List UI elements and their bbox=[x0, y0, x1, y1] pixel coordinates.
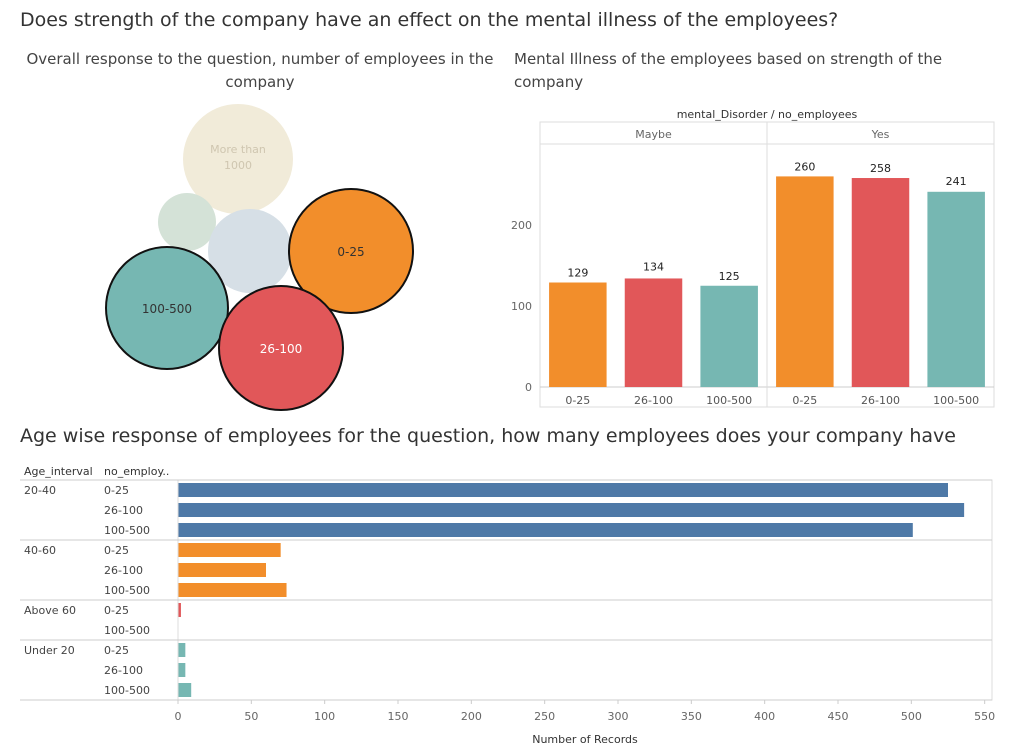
bubble-unlabeled-2[interactable] bbox=[208, 209, 292, 293]
bar-value-label: 129 bbox=[567, 267, 588, 280]
y-tick-label: 100 bbox=[511, 300, 532, 313]
age-group-label[interactable]: 40-60 bbox=[24, 544, 56, 557]
x-tick-label: 100-500 bbox=[933, 394, 979, 407]
bubble-chart-title: Overall response to the question, number… bbox=[20, 48, 500, 94]
x-tick-label: 400 bbox=[754, 710, 775, 723]
x-tick-label: 450 bbox=[828, 710, 849, 723]
bar-yes-26-100[interactable] bbox=[851, 178, 910, 387]
size-row-label: 26-100 bbox=[104, 564, 143, 577]
bar-chart-title: Mental Illness of the employees based on… bbox=[514, 48, 1014, 94]
bubble-label: 26-100 bbox=[260, 342, 303, 356]
bar-yes-100-500[interactable] bbox=[927, 191, 985, 387]
hbar-above-60-0-25[interactable] bbox=[178, 603, 181, 617]
age-group-label[interactable]: 20-40 bbox=[24, 484, 56, 497]
size-row-label: 100-500 bbox=[104, 584, 150, 597]
bubble-label-line2: 1000 bbox=[224, 159, 252, 172]
hbar-40-60-26-100[interactable] bbox=[178, 563, 266, 577]
x-tick-label: 0 bbox=[175, 710, 182, 723]
hbar-40-60-0-25[interactable] bbox=[178, 543, 281, 557]
bar-chart-title-line2: company bbox=[514, 73, 584, 91]
bubble-label: 100-500 bbox=[142, 302, 192, 316]
age-interval-bar-chart: Age_interval no_employ.. 20-40 0-25 26-100… bbox=[20, 465, 995, 746]
age-group-label[interactable]: Under 20 bbox=[24, 644, 75, 657]
size-row-label: 0-25 bbox=[104, 544, 129, 557]
size-row-label: 100-500 bbox=[104, 524, 150, 537]
x-tick-label: 200 bbox=[461, 710, 482, 723]
bubble-label-line1: More than bbox=[210, 143, 266, 156]
x-tick-label: 250 bbox=[534, 710, 555, 723]
bubble-26-100[interactable] bbox=[218, 285, 344, 411]
dashboard-title: Does strength of the company have an eff… bbox=[20, 9, 839, 31]
bubble-chart: More than 1000 0-25 100-500 26-100 bbox=[105, 104, 414, 411]
bar-value-label: 258 bbox=[870, 162, 891, 175]
bar-value-label: 260 bbox=[794, 160, 815, 173]
x-tick-label: 26-100 bbox=[634, 394, 673, 407]
y-tick-label: 0 bbox=[525, 381, 532, 394]
bubble-unlabeled-1[interactable] bbox=[158, 193, 216, 251]
hbar-20-40-100-500[interactable] bbox=[178, 523, 913, 537]
x-tick-label: 550 bbox=[974, 710, 995, 723]
x-tick-label: 100 bbox=[314, 710, 335, 723]
bubble-chart-title-line1: Overall response to the question, number… bbox=[26, 50, 494, 68]
x-tick-label: 150 bbox=[388, 710, 409, 723]
bubble-chart-title-line2: company bbox=[225, 73, 295, 91]
size-row-label: 0-25 bbox=[104, 604, 129, 617]
hbar-40-60-100-500[interactable] bbox=[178, 583, 287, 597]
group-header-yes[interactable]: Yes bbox=[871, 128, 890, 141]
mental-disorder-bar-chart: mental_Disorder / no_employees 0 100 200 May… bbox=[511, 108, 995, 408]
bar-chart-header[interactable]: mental_Disorder / no_employees bbox=[677, 108, 858, 121]
x-tick-label: 300 bbox=[608, 710, 629, 723]
y-tick-label: 200 bbox=[511, 219, 532, 232]
x-tick-label: 0-25 bbox=[792, 394, 817, 407]
bar-value-label: 134 bbox=[643, 260, 664, 273]
bubble-0-25[interactable] bbox=[288, 188, 414, 314]
age-section-title: Age wise response of employees for the q… bbox=[20, 425, 956, 447]
bar-value-label: 241 bbox=[946, 175, 967, 188]
size-row-label: 26-100 bbox=[104, 664, 143, 677]
bar-chart-title-line1: Mental Illness of the employees based on… bbox=[514, 50, 943, 68]
x-tick-label: 500 bbox=[901, 710, 922, 723]
size-row-label: 0-25 bbox=[104, 484, 129, 497]
col-header-age[interactable]: Age_interval bbox=[24, 465, 93, 478]
size-row-label: 0-25 bbox=[104, 644, 129, 657]
bubble-100-500[interactable] bbox=[105, 246, 229, 370]
hbar-under-20-100-500[interactable] bbox=[178, 683, 192, 697]
x-tick-label: 100-500 bbox=[706, 394, 752, 407]
age-group-label[interactable]: Above 60 bbox=[24, 604, 76, 617]
hbar-under-20-26-100[interactable] bbox=[178, 663, 186, 677]
x-tick-label: 0-25 bbox=[565, 394, 590, 407]
x-axis-title[interactable]: Number of Records bbox=[532, 733, 638, 746]
size-row-label: 100-500 bbox=[104, 624, 150, 637]
hbar-20-40-0-25[interactable] bbox=[178, 483, 948, 497]
bar-maybe-0-25[interactable] bbox=[549, 282, 607, 387]
bubble-more-than-1000[interactable] bbox=[183, 104, 293, 214]
hbar-under-20-0-25[interactable] bbox=[178, 643, 186, 657]
x-tick-label: 26-100 bbox=[861, 394, 900, 407]
col-header-size[interactable]: no_employ.. bbox=[104, 465, 169, 478]
bubble-label: 0-25 bbox=[337, 245, 364, 259]
bar-maybe-100-500[interactable] bbox=[700, 285, 758, 387]
bar-value-label: 125 bbox=[719, 270, 740, 283]
hbar-20-40-26-100[interactable] bbox=[178, 503, 965, 517]
x-tick-label: 350 bbox=[681, 710, 702, 723]
size-row-label: 100-500 bbox=[104, 684, 150, 697]
group-header-maybe[interactable]: Maybe bbox=[635, 128, 672, 141]
x-tick-label: 50 bbox=[244, 710, 258, 723]
bar-maybe-26-100[interactable] bbox=[624, 278, 683, 387]
size-row-label: 26-100 bbox=[104, 504, 143, 517]
bar-yes-0-25[interactable] bbox=[776, 176, 834, 387]
